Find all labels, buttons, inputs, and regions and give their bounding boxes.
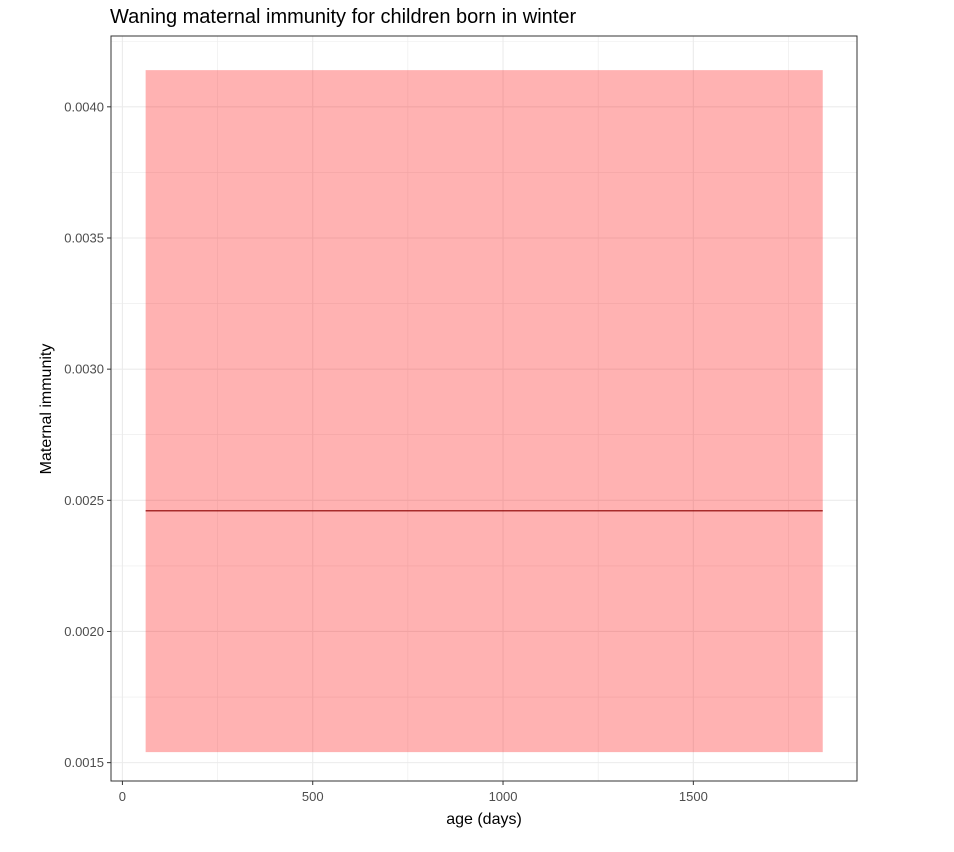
y-tick-label: 0.0020 [64, 624, 104, 639]
x-tick-label: 500 [302, 789, 324, 804]
grid-major [111, 36, 857, 781]
x-tick-label: 1000 [489, 789, 518, 804]
x-axis: 0 500 1000 1500 [119, 781, 708, 804]
y-tick-label: 0.0040 [64, 99, 104, 114]
grid-minor [111, 36, 857, 781]
panel-border [110, 35, 858, 782]
y-tick-label: 0.0015 [64, 755, 104, 770]
confidence-band-0 [145, 70, 823, 753]
x-tick-label: 0 [119, 789, 126, 804]
chart-title: Waning maternal immunity for children bo… [110, 6, 576, 28]
y-tick-label: 0.0030 [64, 362, 104, 377]
x-axis-title: age (days) [446, 811, 522, 828]
x-tick-label: 1500 [679, 789, 708, 804]
y-axis: 0.0015 0.0020 0.0025 0.0030 0.0035 0.0040 [64, 99, 111, 770]
confidence-bands [145, 70, 823, 753]
y-tick-label: 0.0035 [64, 230, 104, 245]
y-axis-title: Maternal immunity [38, 344, 55, 475]
y-tick-label: 0.0025 [64, 493, 104, 508]
